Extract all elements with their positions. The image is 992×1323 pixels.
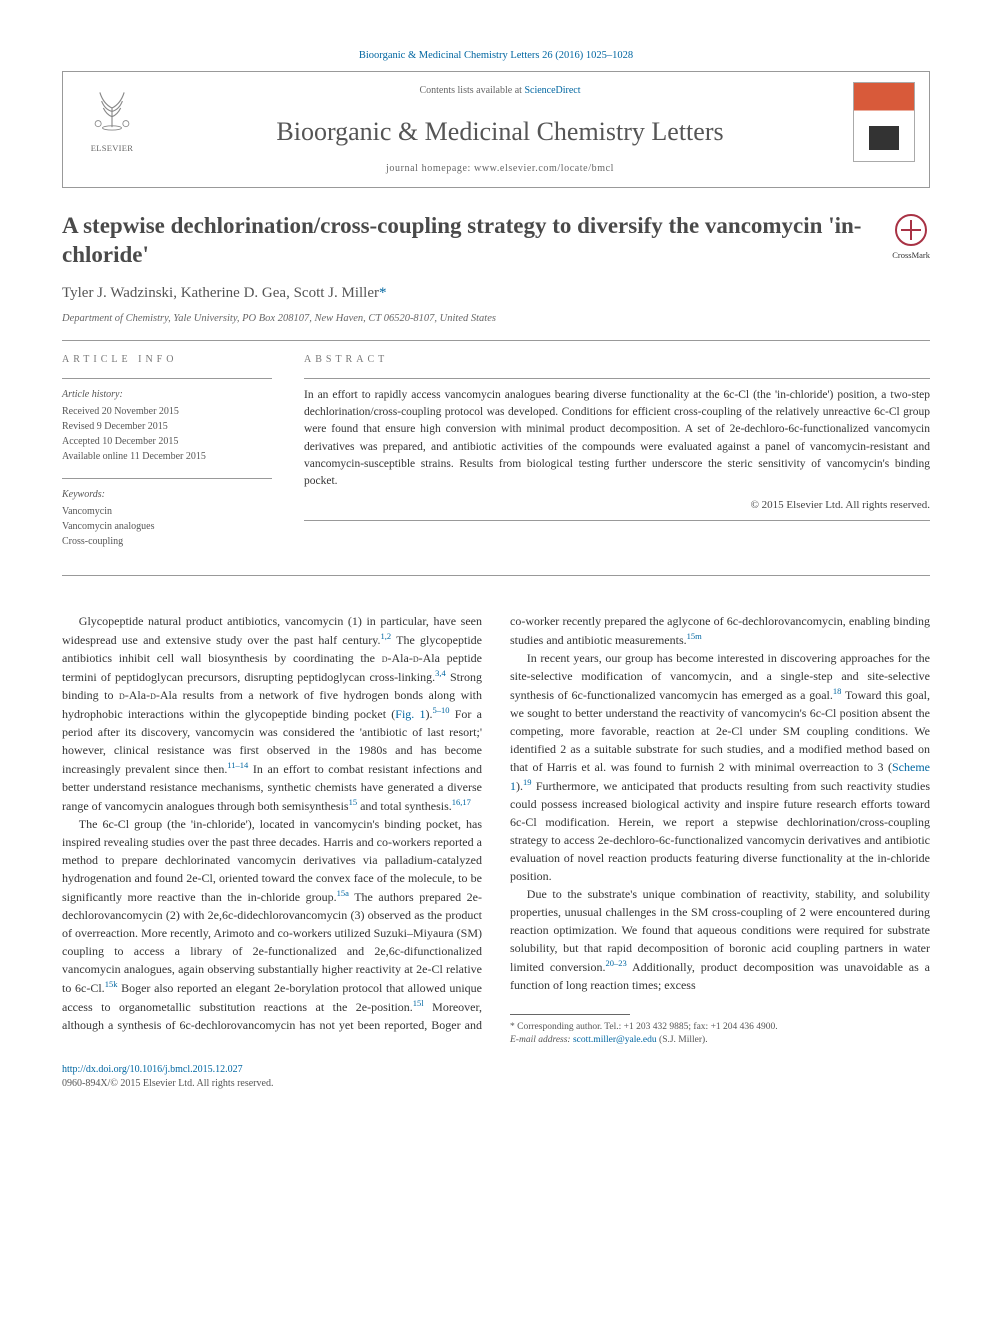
crossmark-badge[interactable]: CrossMark [892, 214, 930, 261]
corresponding-author-note: * Corresponding author. Tel.: +1 203 432… [510, 1021, 930, 1034]
cite[interactable]: 15l [413, 998, 424, 1008]
keywords-label: Keywords: [62, 487, 272, 502]
article-info-heading: ARTICLE INFO [62, 353, 272, 368]
email-label: E-mail address: [510, 1035, 573, 1045]
body-paragraph: In recent years, our group has become in… [510, 649, 930, 885]
rule [304, 520, 930, 521]
email-suffix: (S.J. Miller). [657, 1035, 708, 1045]
history-received: Received 20 November 2015 [62, 404, 272, 419]
contents-available: Contents lists available at ScienceDirec… [147, 84, 853, 99]
history-accepted: Accepted 10 December 2015 [62, 434, 272, 449]
history-revised: Revised 9 December 2015 [62, 419, 272, 434]
elsevier-tree-icon [86, 82, 138, 134]
cite[interactable]: 3,4 [435, 668, 446, 678]
article-body: Glycopeptide natural product antibiotics… [62, 612, 930, 1048]
cite[interactable]: 1,2 [381, 631, 392, 641]
cite[interactable]: 15a [337, 888, 349, 898]
corresponding-marker: * [379, 285, 387, 301]
rule [304, 378, 930, 379]
homepage-prefix: journal homepage: [386, 163, 474, 174]
rule [62, 378, 272, 379]
keyword: Vancomycin analogues [62, 519, 272, 534]
abstract-column: ABSTRACT In an effort to rapidly access … [304, 353, 930, 563]
contents-prefix: Contents lists available at [419, 85, 524, 96]
journal-header: ELSEVIER Contents lists available at Sci… [62, 71, 930, 188]
publisher-label: ELSEVIER [77, 142, 147, 154]
cite[interactable]: 15m [687, 631, 702, 641]
cite[interactable]: 11–14 [227, 760, 248, 770]
rule [62, 575, 930, 576]
cite[interactable]: 5–10 [433, 705, 450, 715]
footnotes: * Corresponding author. Tel.: +1 203 432… [510, 1021, 930, 1048]
article-info-column: ARTICLE INFO Article history: Received 2… [62, 353, 272, 563]
cite[interactable]: 20–23 [606, 958, 627, 968]
keyword: Vancomycin [62, 504, 272, 519]
crossmark-label: CrossMark [892, 249, 930, 261]
email-line: E-mail address: scott.miller@yale.edu (S… [510, 1034, 930, 1047]
cite[interactable]: 16,17 [452, 797, 471, 807]
cite[interactable]: 15k [105, 979, 118, 989]
cite[interactable]: 15 [349, 797, 358, 807]
body-paragraph: Due to the substrate's unique combinatio… [510, 885, 930, 994]
email-link[interactable]: scott.miller@yale.edu [573, 1035, 657, 1045]
sciencedirect-link[interactable]: ScienceDirect [524, 85, 580, 96]
keyword: Cross-coupling [62, 534, 272, 549]
abstract-copyright: © 2015 Elsevier Ltd. All rights reserved… [304, 498, 930, 514]
abstract-text: In an effort to rapidly access vancomyci… [304, 387, 930, 491]
homepage-url[interactable]: www.elsevier.com/locate/bmcl [474, 163, 614, 174]
journal-cover-thumb [853, 82, 915, 162]
body-paragraph: Glycopeptide natural product antibiotics… [62, 612, 482, 815]
affiliation: Department of Chemistry, Yale University… [62, 311, 930, 326]
history-label: Article history: [62, 387, 272, 402]
crossmark-icon [895, 214, 927, 246]
figure-ref[interactable]: Fig. 1 [395, 707, 425, 721]
journal-title: Bioorganic & Medicinal Chemistry Letters [147, 113, 853, 151]
rule [62, 478, 272, 479]
publisher-block: ELSEVIER [77, 82, 147, 154]
journal-homepage: journal homepage: www.elsevier.com/locat… [147, 162, 853, 177]
history-online: Available online 11 December 2015 [62, 449, 272, 464]
author-names: Tyler J. Wadzinski, Katherine D. Gea, Sc… [62, 285, 379, 301]
doi-link[interactable]: http://dx.doi.org/10.1016/j.bmcl.2015.12… [62, 1064, 243, 1075]
cite[interactable]: 19 [523, 777, 532, 787]
rule [62, 340, 930, 341]
doi-block: http://dx.doi.org/10.1016/j.bmcl.2015.12… [62, 1063, 930, 1091]
authors: Tyler J. Wadzinski, Katherine D. Gea, Sc… [62, 283, 930, 305]
issn-copyright: 0960-894X/© 2015 Elsevier Ltd. All right… [62, 1078, 273, 1089]
abstract-heading: ABSTRACT [304, 353, 930, 368]
footnote-separator [510, 1014, 630, 1015]
journal-reference: Bioorganic & Medicinal Chemistry Letters… [62, 48, 930, 63]
article-title: A stepwise dechlorination/cross-coupling… [62, 212, 872, 270]
